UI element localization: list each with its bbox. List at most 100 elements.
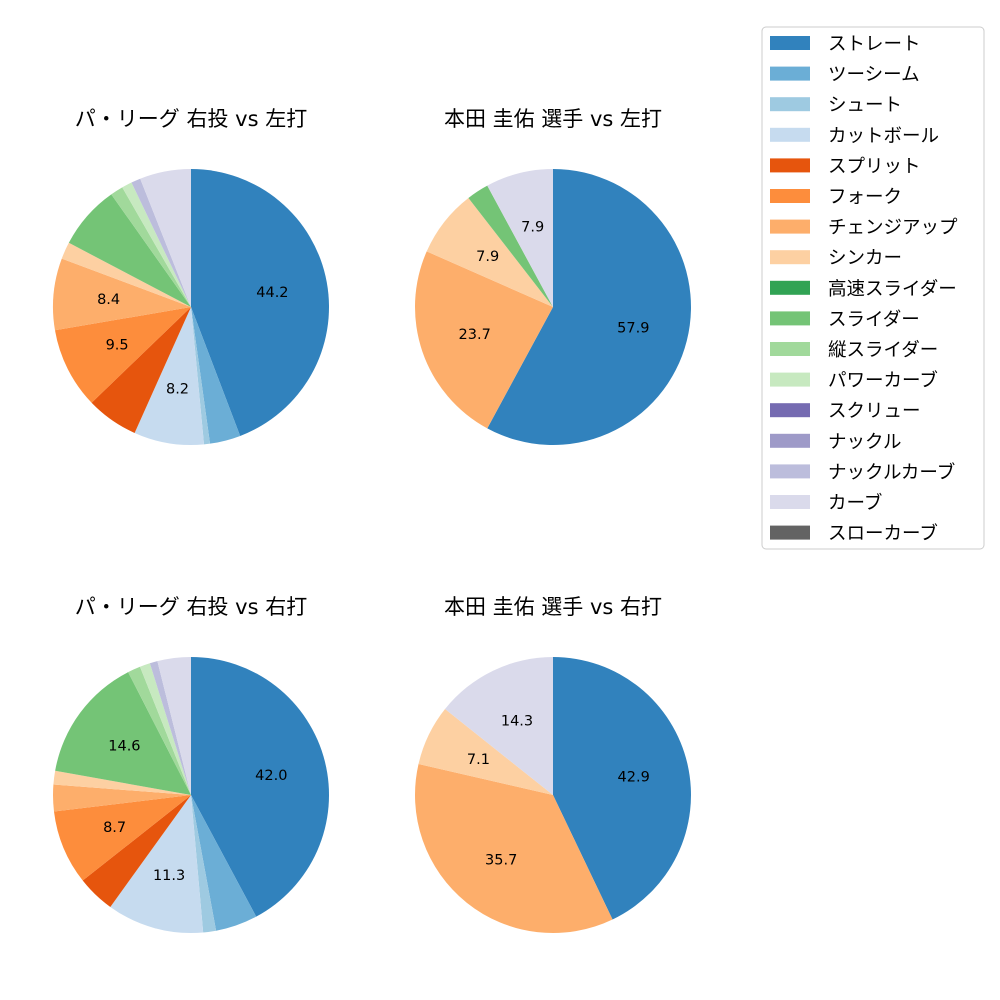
pie-slice [157,657,191,795]
slice-value-label: 8.7 [103,820,126,836]
slice-value-label: 7.9 [521,220,544,236]
pie-slice [134,307,204,446]
pie-slice [191,657,330,917]
legend: ストレートツーシームシュートカットボールスプリットフォークチェンジアップシンカー… [761,26,985,550]
pie-slice [445,657,553,795]
pie-slice [53,770,192,795]
slice-value-label: 42.0 [255,768,287,784]
legend-label: チェンジアップ [828,218,958,239]
pie-slice [91,307,191,433]
slice-value-label: 35.7 [485,853,517,869]
legend-label: カットボール [828,126,939,147]
legend-label: フォーク [828,187,902,208]
slice-value-label: 7.1 [467,752,490,768]
legend-item: シュート [770,95,902,116]
legend-item: 縦スライダー [770,340,938,361]
legend-swatch [770,464,810,479]
legend-swatch [770,433,810,448]
slice-value-label: 44.2 [256,285,288,301]
pie-slice [55,672,192,795]
pie-3: パ・リーグ 右投 vs 右打 42.0 11.3 8.7 14.6 [53,595,330,933]
legend-label: カーブ [828,492,882,514]
legend-item: シンカー [770,248,902,269]
legend-item: ナックルカーブ [770,461,955,483]
pie-slice [61,242,192,307]
pie-slice [54,307,192,403]
legend-swatch [770,403,810,418]
legend-item: パワーカーブ [770,370,938,392]
legend-swatch [770,342,810,356]
pie-slice [191,307,241,444]
pie-slice [426,197,553,307]
legend-label: ナックルカーブ [828,461,955,483]
legend-swatch [770,127,810,142]
pie-slice [140,663,191,795]
slice-value-label: 7.9 [476,249,499,265]
pie-1: パ・リーグ 右投 vs 左打 44.2 8.2 9.5 8.4 [53,107,330,446]
pie-slice [122,182,191,307]
legend-swatch [770,280,810,295]
pie-slice [191,795,217,933]
legend-item: ツーシーム [770,65,920,86]
legend-label: ナックル [828,432,901,453]
legend-swatch [770,97,810,112]
pie-slice [553,657,691,920]
pie-charts: パ・リーグ 右投 vs 左打 44.2 8.2 9.5 8.4 本田 圭佑 選手 vs 左… [53,107,691,933]
pie-2: 本田 圭佑 選手 vs 左打 57.9 23.7 7.9 7.9 [415,107,691,445]
pie-slice [131,178,191,307]
legend-label: シンカー [828,248,902,269]
slice-value-label: 8.2 [166,382,189,398]
pie-slice [487,169,553,307]
pie-slice [415,764,613,933]
pie-slice [191,307,211,445]
pie-slice [415,251,553,429]
pie-title: パ・リーグ 右投 vs 左打 [75,107,307,131]
legend-swatch [770,250,810,265]
pie-slice [487,169,691,445]
slice-value-label: 14.6 [108,739,140,755]
legend-label: スプリット [828,156,921,177]
pie-title: パ・リーグ 右投 vs 右打 [75,595,307,619]
legend-swatch [770,219,810,234]
pie-slice [191,169,330,436]
pie-slice [111,187,191,307]
pie-4: 本田 圭佑 選手 vs 右打 42.9 35.7 7.1 14.3 [415,595,691,933]
legend-label: 縦スライダー [828,340,938,361]
legend-swatch [770,189,810,203]
slice-value-label: 11.3 [153,868,185,884]
legend-swatch [770,495,810,509]
pie-slice [110,795,204,933]
slice-value-label: 23.7 [459,327,491,343]
legend-label: スクリュー [828,401,921,422]
legend-item: スローカーブ [770,523,938,545]
pie-slice [53,795,191,881]
pie-title: 本田 圭佑 選手 vs 右打 [444,595,662,619]
legend-swatch [770,525,810,540]
legend-swatch [770,66,810,81]
legend-item: ストレート [770,34,921,55]
legend-label: スローカーブ [828,523,938,545]
legend-item: スクリュー [770,401,921,422]
legend-label: 高速スライダー [828,279,957,300]
pie-slice [82,795,191,907]
legend-label: スライダー [828,309,920,330]
legend-swatch [770,36,810,50]
legend-item: 高速スライダー [770,279,957,300]
legend-item: スライダー [770,309,920,330]
pie-slice [53,258,192,331]
legend-label: ツーシーム [828,65,920,86]
legend-label: ストレート [828,34,921,55]
legend-swatch [770,372,810,387]
legend-item: スプリット [770,156,921,177]
pie-slice [53,784,192,812]
legend-swatch [770,158,810,173]
slice-value-label: 57.9 [617,320,649,336]
pie-slice [191,795,257,931]
pie-slice [68,194,191,307]
legend-frame [761,26,985,550]
pie-slice [149,661,191,795]
legend-item: カットボール [770,126,939,147]
slice-value-label: 9.5 [106,337,129,353]
legend-item: フォーク [770,187,902,208]
